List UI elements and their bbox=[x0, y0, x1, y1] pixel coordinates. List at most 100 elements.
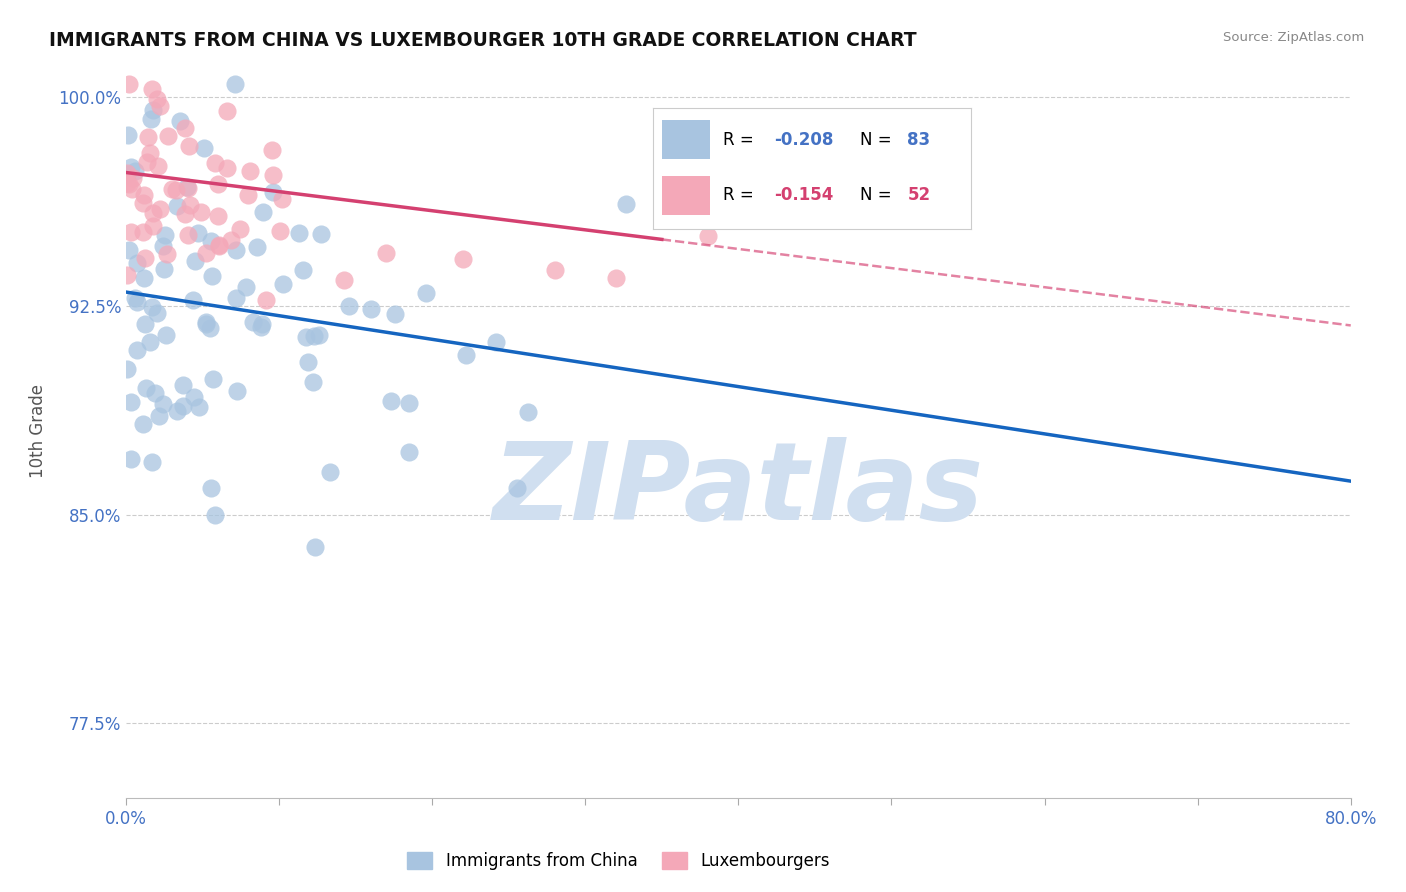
Point bbox=[120, 160, 142, 174]
Point bbox=[131, 417, 153, 431]
Point bbox=[304, 540, 326, 554]
Point bbox=[115, 361, 138, 376]
Point bbox=[190, 205, 212, 219]
Point bbox=[118, 243, 141, 257]
Point bbox=[224, 77, 246, 91]
Point bbox=[384, 307, 406, 321]
Point bbox=[239, 163, 262, 178]
Point bbox=[225, 243, 247, 257]
Point bbox=[194, 315, 217, 329]
Point bbox=[179, 139, 201, 153]
Point bbox=[135, 381, 157, 395]
Point bbox=[157, 129, 180, 144]
Point bbox=[120, 394, 142, 409]
Point bbox=[302, 328, 325, 343]
Point bbox=[146, 159, 169, 173]
Point bbox=[291, 263, 314, 277]
Point bbox=[115, 166, 138, 180]
Point bbox=[226, 384, 249, 398]
Point bbox=[169, 114, 191, 128]
Legend: Immigrants from China, Luxembourgers: Immigrants from China, Luxembourgers bbox=[401, 845, 837, 877]
Point bbox=[122, 171, 145, 186]
Point bbox=[125, 256, 148, 270]
Point bbox=[616, 196, 638, 211]
Point bbox=[516, 404, 538, 418]
Point bbox=[319, 465, 342, 479]
Point bbox=[117, 268, 139, 282]
Point bbox=[544, 262, 567, 277]
Point bbox=[134, 317, 156, 331]
Point bbox=[225, 291, 247, 305]
Point bbox=[139, 112, 162, 127]
Point bbox=[360, 302, 382, 317]
Text: IMMIGRANTS FROM CHINA VS LUXEMBOURGER 10TH GRADE CORRELATION CHART: IMMIGRANTS FROM CHINA VS LUXEMBOURGER 10… bbox=[49, 31, 917, 50]
Point bbox=[246, 240, 269, 254]
Y-axis label: 10th Grade: 10th Grade bbox=[30, 384, 46, 478]
Point bbox=[194, 318, 217, 332]
Point bbox=[207, 177, 229, 191]
Point bbox=[250, 317, 273, 331]
Point bbox=[219, 233, 242, 247]
Point bbox=[173, 207, 195, 221]
Point bbox=[200, 481, 222, 495]
Point bbox=[155, 328, 177, 343]
Point bbox=[132, 188, 155, 202]
Point bbox=[177, 227, 200, 242]
Text: Source: ZipAtlas.com: Source: ZipAtlas.com bbox=[1223, 31, 1364, 45]
Point bbox=[297, 354, 319, 368]
Point bbox=[207, 238, 229, 252]
Point bbox=[217, 103, 239, 118]
Point bbox=[273, 277, 295, 291]
Point bbox=[142, 219, 165, 233]
Point bbox=[236, 188, 259, 202]
Point bbox=[333, 273, 356, 287]
Point bbox=[337, 299, 360, 313]
Point bbox=[262, 168, 284, 182]
Point bbox=[162, 182, 184, 196]
Point bbox=[207, 238, 229, 252]
Text: ZIPatlas: ZIPatlas bbox=[494, 437, 984, 543]
Point bbox=[181, 293, 204, 308]
Point bbox=[165, 183, 187, 197]
Point bbox=[153, 261, 176, 276]
Point bbox=[262, 185, 284, 199]
Point bbox=[139, 145, 162, 160]
Point bbox=[374, 245, 396, 260]
Point bbox=[152, 238, 174, 252]
Point bbox=[288, 226, 311, 240]
Point bbox=[172, 377, 194, 392]
Point bbox=[194, 246, 217, 260]
Point bbox=[198, 321, 221, 335]
Point bbox=[139, 335, 162, 350]
Point bbox=[250, 320, 273, 334]
Point bbox=[149, 202, 172, 216]
Point bbox=[166, 199, 188, 213]
Point bbox=[454, 348, 477, 362]
Point bbox=[176, 179, 198, 194]
Point bbox=[135, 155, 157, 169]
Point bbox=[132, 270, 155, 285]
Point bbox=[201, 269, 224, 284]
Point bbox=[229, 221, 252, 235]
Point bbox=[125, 294, 148, 309]
Point bbox=[183, 390, 205, 404]
Point bbox=[177, 180, 200, 194]
Point bbox=[115, 167, 138, 181]
Point bbox=[271, 193, 294, 207]
Point bbox=[269, 224, 291, 238]
Point bbox=[204, 508, 226, 522]
Point bbox=[124, 164, 146, 178]
Point bbox=[696, 229, 718, 244]
Point bbox=[153, 227, 176, 242]
Point bbox=[242, 315, 264, 329]
Point bbox=[302, 375, 325, 389]
Point bbox=[506, 481, 529, 495]
Point bbox=[172, 399, 194, 413]
Point bbox=[125, 343, 148, 357]
Point bbox=[120, 226, 142, 240]
Point bbox=[155, 247, 177, 261]
Point bbox=[142, 205, 165, 219]
Point bbox=[252, 205, 274, 219]
Point bbox=[118, 177, 141, 191]
Point bbox=[120, 452, 142, 467]
